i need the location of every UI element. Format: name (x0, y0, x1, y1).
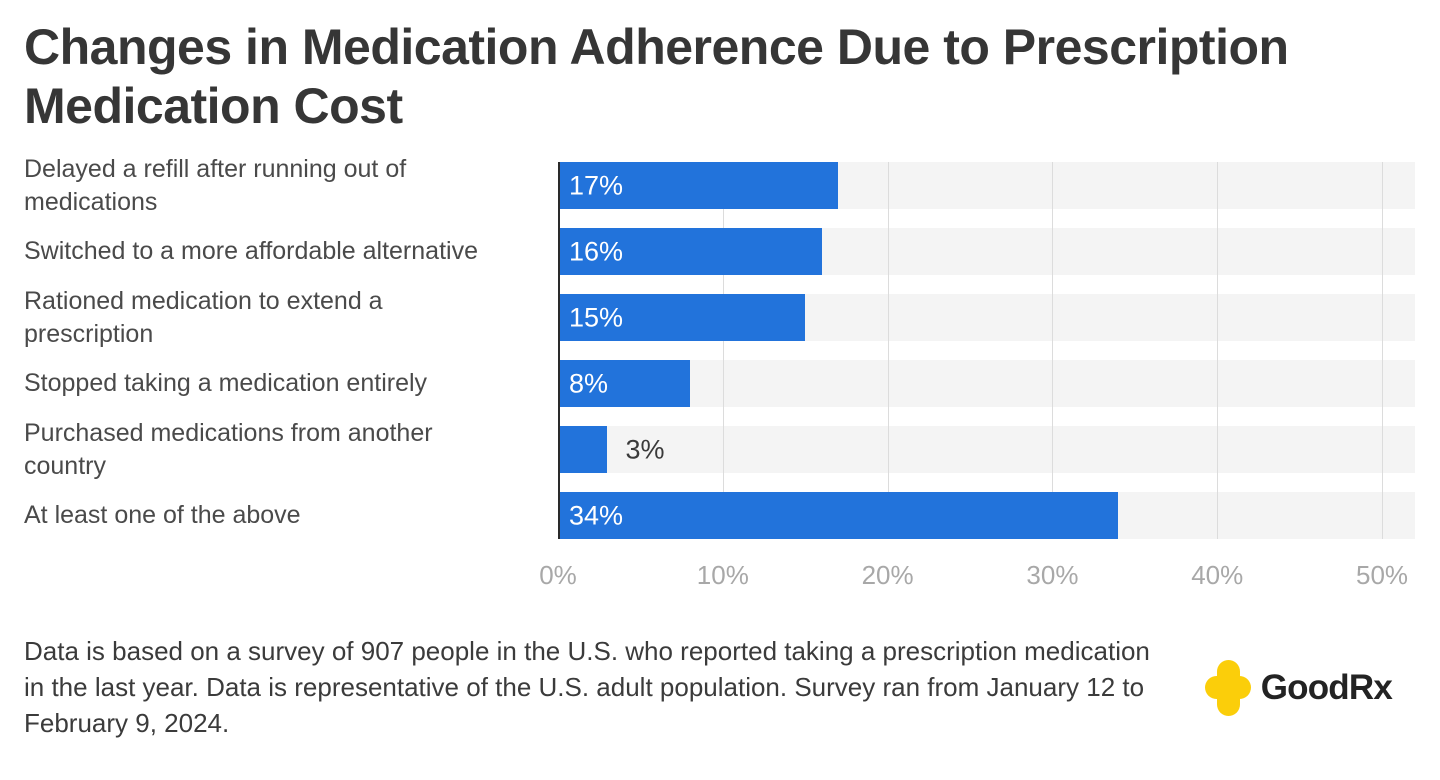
x-tick-label: 10% (696, 560, 749, 590)
bar: 16% (558, 228, 822, 275)
gridline (1052, 162, 1054, 539)
bar-value-label: 16% (569, 236, 624, 266)
infographic: Changes in Medication Adherence Due to P… (0, 18, 1440, 780)
source-note: Data is based on a survey of 907 people … (24, 636, 1150, 738)
gridline (1382, 162, 1384, 539)
plot-rows: 17% 16% 15% 8% 3% 34% (558, 162, 1415, 539)
bar-track: 3% (558, 426, 1415, 473)
goodrx-logo: GoodRx (1204, 659, 1393, 716)
category-label: Stopped taking a medication entirely (24, 369, 428, 397)
category-label: Purchased medications from another count… (24, 418, 433, 480)
x-tick-label: 50% (1356, 560, 1409, 590)
gridline (887, 162, 889, 539)
bar-value-label: 8% (569, 368, 609, 398)
category-label: Rationed medication to extend a prescrip… (24, 286, 383, 348)
gridlines (558, 162, 1415, 539)
x-tick-label: 20% (861, 560, 914, 590)
goodrx-logo-text: GoodRx (1260, 667, 1393, 707)
page-title: Changes in Medication Adherence Due to P… (24, 19, 1289, 134)
gridline (722, 162, 724, 539)
bar-track: 17% (558, 162, 1415, 209)
bar: 17% (558, 162, 839, 209)
bar-track: 8% (558, 360, 1415, 407)
bar-value-label: 34% (569, 500, 624, 530)
bar: 15% (558, 294, 806, 341)
category-labels: Delayed a refill after running out of me… (0, 154, 558, 539)
x-tick-label: 30% (1026, 560, 1079, 590)
bar: 3% (558, 426, 664, 473)
y-axis-line (558, 162, 560, 539)
x-axis-ticks: 0% 10% 20% 30% 40% 50% (539, 552, 1415, 590)
gridline (1217, 162, 1219, 539)
x-tick-label: 0% (539, 560, 577, 590)
bar: 34% (558, 492, 1119, 539)
bar-value-label: 3% (625, 434, 665, 464)
bar-value-label: 17% (569, 170, 624, 200)
bar-track: 34% (558, 492, 1415, 539)
category-label: Switched to a more affordable alternativ… (24, 237, 478, 265)
x-tick-label: 40% (1191, 560, 1244, 590)
plot-area: 17% 16% 15% 8% 3% 34% 0% 10% 20% 30% 40% 50% (539, 162, 1415, 590)
bar-track: 15% (558, 294, 1415, 341)
plus-cross-icon (1204, 659, 1251, 716)
bar: 8% (558, 360, 690, 407)
bar-chart: Delayed a refill after running out of me… (0, 154, 1440, 590)
bar-value-label: 15% (569, 302, 624, 332)
category-label: Delayed a refill after running out of me… (24, 154, 407, 216)
category-label: At least one of the above (24, 501, 301, 529)
bar-track: 16% (558, 228, 1415, 275)
footer: Data is based on a survey of 907 people … (0, 634, 1440, 742)
